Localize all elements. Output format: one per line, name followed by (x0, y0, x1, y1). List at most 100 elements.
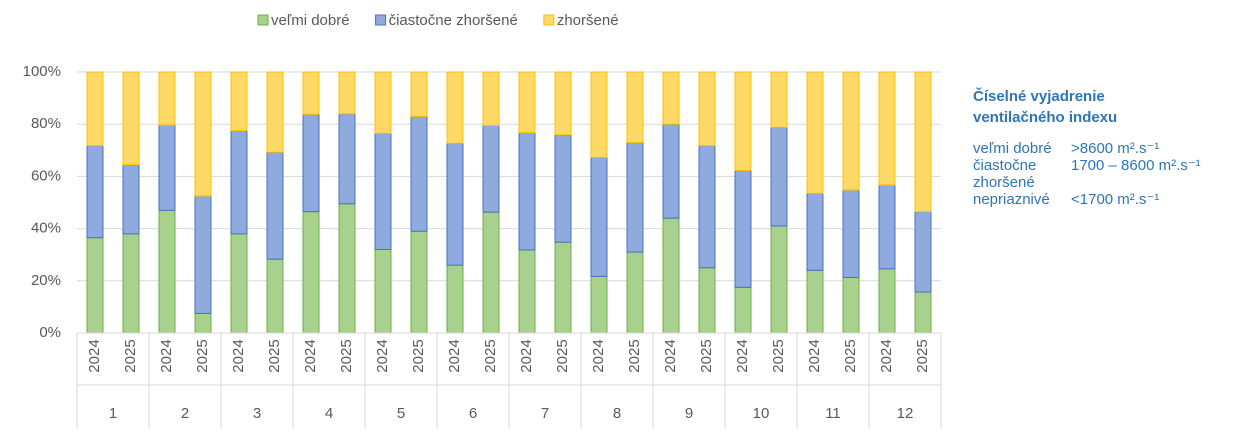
legend-swatch (257, 14, 269, 26)
x-tick-label: 2024 (230, 339, 247, 372)
x-tick-label: 2025 (338, 339, 355, 372)
bar-segment (626, 71, 644, 143)
bar-segment (518, 249, 536, 334)
x-tick-label: 2025 (266, 339, 283, 372)
bar-segment (662, 217, 680, 334)
box-range: 1700 – 8600 m².s⁻¹ (1071, 157, 1201, 174)
x-tick-label: 2025 (770, 339, 787, 372)
bar-segment (482, 71, 500, 127)
bar-segment (338, 203, 356, 334)
bar-segment (590, 275, 608, 334)
bar-segment (770, 225, 788, 334)
group-label: 9 (685, 405, 693, 422)
box-row: nepriaznivé <1700 m².s⁻¹ (973, 191, 1201, 208)
bar-segment (554, 71, 572, 136)
group-label: 12 (897, 405, 914, 422)
x-tick-label: 2024 (590, 339, 607, 372)
box-table: veľmi dobré >8600 m².s⁻¹ čiastočne zhoršen… (973, 140, 1201, 208)
box-title: Číselné vyjadrenie ventilačného indexu (973, 88, 1118, 126)
bar-segment (554, 241, 572, 334)
bar-segment (302, 211, 320, 334)
bar-segment (518, 132, 536, 251)
y-tick-label: 100% (23, 63, 61, 80)
box-row: veľmi dobré >8600 m².s⁻¹ (973, 140, 1201, 157)
box-label: čiastočne zhoršené (973, 157, 1037, 191)
bar-segment (806, 71, 824, 194)
box-row: čiastočne zhoršené 1700 – 8600 m².s⁻¹ (973, 157, 1201, 191)
group-label: 4 (325, 405, 333, 422)
legend-label: čiastočne zhoršené (389, 12, 518, 29)
bar-segment (266, 151, 284, 260)
group-label: 2 (181, 405, 189, 422)
legend-label: zhoršené (557, 12, 619, 29)
x-tick-label: 2025 (554, 339, 571, 372)
bar-segment (914, 291, 932, 334)
bar-segment (698, 267, 716, 334)
box-range: <1700 m².s⁻¹ (1071, 191, 1160, 208)
bar-segment (878, 268, 896, 334)
y-tick-label: 40% (31, 220, 61, 237)
bar-segment (122, 71, 140, 166)
legend-box: Číselné vyjadrenie ventilačného indexu v… (973, 86, 1253, 208)
chart: 0% 20% 40% 60% 80% 100% 2024 2025 2024 2025 2024 20… (23, 12, 942, 429)
bar-segment (374, 132, 392, 250)
bar-segment (338, 113, 356, 205)
bar-segment (878, 71, 896, 186)
x-tick-label: 2024 (518, 339, 535, 372)
bar-segment (302, 71, 320, 115)
bar-segment (122, 164, 140, 235)
bar-segment (554, 134, 572, 243)
bar-segment (446, 142, 464, 266)
bar-segment (194, 195, 212, 314)
x-tick-label: 2025 (914, 339, 931, 372)
group-label: 5 (397, 405, 405, 422)
bar-segment (482, 125, 500, 213)
bar-segment (374, 71, 392, 134)
bar-segment (770, 126, 788, 227)
bar-segment (698, 145, 716, 269)
x-tick-label: 2024 (734, 339, 751, 372)
group-label: 11 (825, 405, 841, 422)
bar-segment (338, 71, 356, 115)
bar-segment (446, 264, 464, 334)
bar-segment (914, 71, 932, 213)
group-label: 7 (541, 405, 549, 422)
bar-segment (734, 286, 752, 334)
x-tick-label: 2025 (626, 339, 643, 372)
bar-segment (230, 233, 248, 334)
x-tick-label: 2024 (662, 339, 679, 372)
bar-segment (230, 130, 248, 235)
bar-segment (158, 71, 176, 126)
bar-segment (590, 156, 608, 277)
bar-segment (230, 71, 248, 132)
group-label: 10 (753, 405, 770, 422)
legend-swatch (375, 14, 387, 26)
bar-segment (662, 71, 680, 125)
bar-segment (158, 209, 176, 334)
y-tick-label: 20% (31, 272, 61, 289)
legend-swatch (543, 14, 555, 26)
box-label: veľmi dobré (973, 140, 1052, 157)
bar-segment (590, 71, 608, 158)
bar-segment (806, 269, 824, 334)
y-tick-label: 80% (31, 115, 61, 132)
bar-segment (266, 71, 284, 153)
bar-segment (734, 169, 752, 288)
bar-segment (842, 276, 860, 334)
bar-segment (914, 211, 932, 293)
bar-segment (374, 248, 392, 334)
x-tick-label: 2025 (482, 339, 499, 372)
x-tick-label: 2025 (842, 339, 859, 372)
x-tick-label: 2025 (122, 339, 139, 372)
y-tick-label: 60% (31, 167, 61, 184)
x-tick-label: 2024 (806, 339, 823, 372)
bar-segment (518, 71, 536, 134)
y-tick-label: 0% (39, 324, 61, 341)
x-tick-label: 2024 (158, 339, 175, 372)
x-tick-label: 2025 (410, 339, 427, 372)
bar-segment (626, 251, 644, 334)
box-range: >8600 m².s⁻¹ (1071, 140, 1160, 157)
x-tick-label: 2025 (698, 339, 715, 372)
bar-segment (842, 189, 860, 278)
